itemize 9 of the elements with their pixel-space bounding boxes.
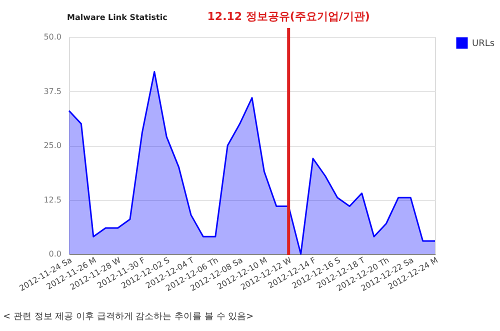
y-tick-label: 0.0	[48, 250, 62, 258]
y-tick-label: 50.0	[44, 32, 62, 42]
y-tick-label: 37.5	[44, 86, 62, 96]
legend-label: URLs	[472, 39, 495, 49]
chart-title: Malware Link Statistic	[67, 13, 168, 22]
ref-line-label: 12.12 정보공유(주요기업/기관)	[207, 10, 370, 23]
y-tick-label: 25.0	[44, 141, 62, 150]
text: < 관련 정보 제공 이후 급격하게 감소하는 추이를 볼 수 있음>	[3, 312, 254, 322]
y-tick-label: 12.5	[44, 195, 62, 204]
